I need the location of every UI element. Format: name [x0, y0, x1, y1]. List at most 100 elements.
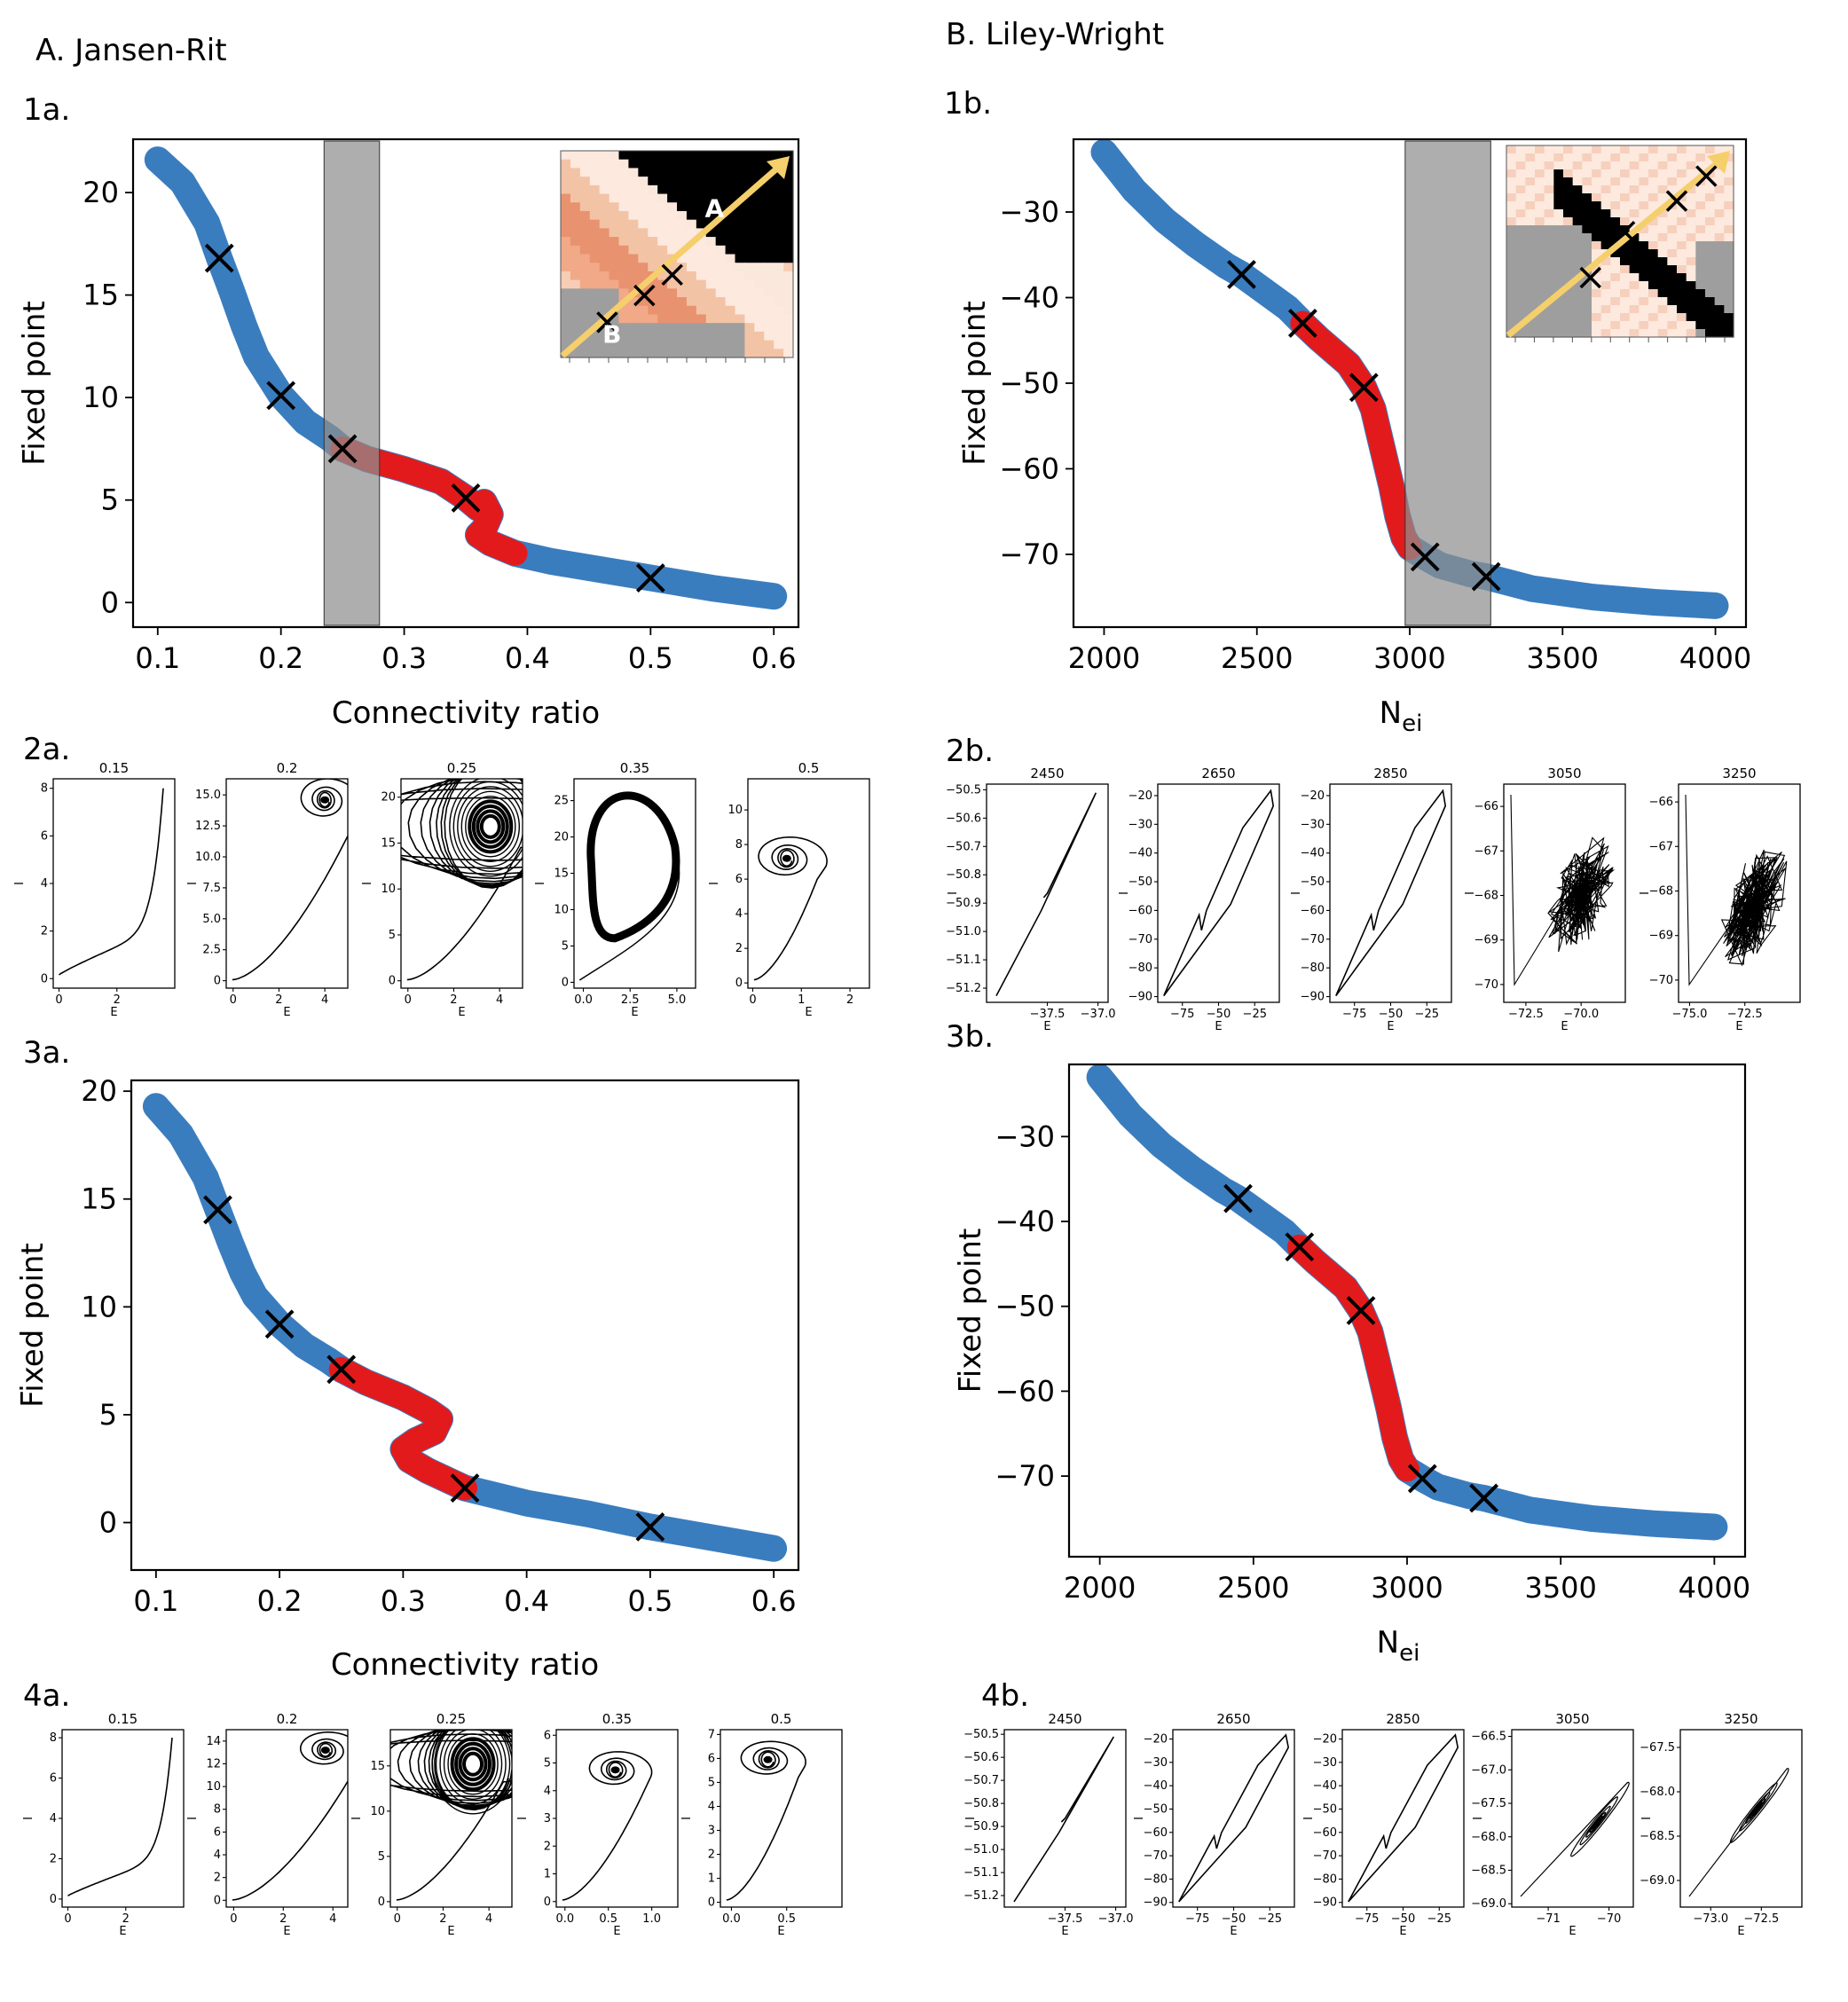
inset-cell — [1535, 249, 1545, 258]
inset-cell — [1592, 289, 1602, 298]
inset-cell — [1582, 161, 1592, 170]
inset-label-b: B — [602, 320, 621, 349]
inset-cell — [774, 228, 784, 238]
y-tick-label-1b: −40 — [999, 281, 1059, 315]
inset-cross-2 — [1665, 190, 1688, 212]
highlight-band-1b — [1404, 140, 1491, 626]
inset-cell — [686, 271, 697, 281]
phase-x-tick-label: −75 — [1170, 1008, 1194, 1021]
inset-cell — [705, 305, 717, 316]
inset-cell — [599, 254, 610, 263]
trajectory-group — [578, 791, 680, 981]
phase-y-tick-label: 3 — [544, 1812, 551, 1825]
inset-cell — [1677, 249, 1687, 258]
inset-cell — [783, 245, 794, 255]
inset-cell — [599, 263, 610, 272]
phase-x-tick-label: −75 — [1355, 1912, 1379, 1926]
inset-cell — [570, 349, 581, 358]
x-tick-label-3b: 2500 — [1217, 1571, 1289, 1605]
phase-x-tick-label: 0 — [230, 993, 237, 1007]
phase-x-tick-label: 0.5 — [777, 1912, 796, 1926]
inset-cell — [1667, 209, 1678, 218]
phase-title: 0.25 — [436, 1711, 466, 1727]
phase-x-axis-label: E — [805, 1006, 812, 1019]
inset-cell — [1544, 265, 1554, 274]
phase-x-tick-label: 2 — [279, 1912, 287, 1926]
inset-cell — [1553, 281, 1564, 290]
inset-cell — [1657, 313, 1668, 322]
inset-cell — [648, 245, 658, 255]
inset-cell — [579, 168, 591, 177]
inset-cell — [1629, 161, 1640, 170]
inset-cell — [764, 193, 775, 203]
inset-cell — [764, 297, 775, 307]
inset-cell — [1515, 257, 1526, 266]
inset-cell — [599, 331, 610, 342]
inset-cell — [1525, 257, 1536, 266]
inset-cell — [744, 177, 755, 186]
phase-y-tick-label: −50 — [1144, 1802, 1168, 1816]
inset-cell — [609, 193, 620, 203]
inset-cell — [1629, 273, 1640, 282]
orbit-ring — [431, 1730, 512, 1815]
inset-cell — [599, 202, 610, 212]
inset-cell — [561, 210, 571, 221]
phase-title: 0.15 — [99, 760, 129, 776]
inset-cell — [1648, 289, 1659, 298]
inset-cell — [657, 237, 668, 247]
inset-cell — [725, 279, 736, 289]
inset-cell — [1544, 241, 1554, 250]
inset-cell — [1639, 249, 1649, 258]
inset-cell — [1572, 257, 1583, 266]
inset-cell — [725, 263, 736, 272]
inset-cell — [667, 237, 678, 247]
inset-cell — [618, 168, 630, 177]
inset-cell — [1639, 321, 1649, 330]
inset-cell — [599, 297, 610, 307]
phase-y-tick-label: 12 — [206, 1757, 221, 1770]
inset-cell — [686, 340, 697, 349]
inset-cell — [696, 245, 707, 255]
inset-cell — [1648, 153, 1659, 162]
inset-cell — [783, 263, 794, 272]
phase-x-tick-label: 2 — [450, 993, 457, 1007]
inset-cell — [1553, 217, 1564, 226]
inset-cell — [725, 219, 736, 229]
inset-cell — [1677, 153, 1687, 162]
inset-cell — [589, 349, 601, 358]
inset-cell — [1563, 209, 1574, 218]
inset-cell — [725, 297, 736, 307]
inset-cell — [1600, 329, 1611, 338]
x-tick-label-3b: 3500 — [1524, 1571, 1596, 1605]
inset-cell — [686, 349, 697, 358]
inset-cell — [1686, 217, 1696, 226]
inset-cell — [764, 237, 775, 247]
cross-marker-1b-4 — [1471, 561, 1501, 592]
phase-x-tick-label: 2 — [114, 993, 121, 1007]
phase-y-tick-label: 1 — [544, 1868, 551, 1881]
x-axis-label-3b: Nei — [1377, 1625, 1420, 1667]
panel-label-2b: 2b. — [946, 734, 994, 769]
inset-cell — [667, 159, 678, 169]
inset-cell — [1705, 281, 1716, 290]
inset-cell — [1582, 153, 1592, 162]
inset-cell — [1705, 233, 1716, 242]
panel-label-3a: 3a. — [23, 1035, 70, 1071]
phase-y-tick-label: −68 — [1649, 884, 1673, 898]
inset-cell — [744, 210, 755, 221]
phase-x-axis-label: E — [1561, 1020, 1568, 1033]
inset-cell — [1553, 233, 1564, 242]
inset-cell — [1600, 145, 1611, 154]
phase-frame — [1678, 783, 1801, 1003]
orbit-ring — [450, 1737, 496, 1792]
phase-y-tick-label: −30 — [1301, 818, 1325, 831]
inset-cell — [1592, 217, 1602, 226]
inset-cell — [1667, 241, 1678, 250]
inset-cell — [677, 219, 688, 229]
phase-y-tick-label: 4 — [214, 1849, 221, 1862]
x-tick-label-1a: 0.5 — [628, 641, 673, 675]
inset-cell — [1695, 273, 1706, 282]
chart-1b: 1b.2000 2500 3000 3500 4000−30−40−50−60−70Ne… — [944, 86, 1751, 737]
